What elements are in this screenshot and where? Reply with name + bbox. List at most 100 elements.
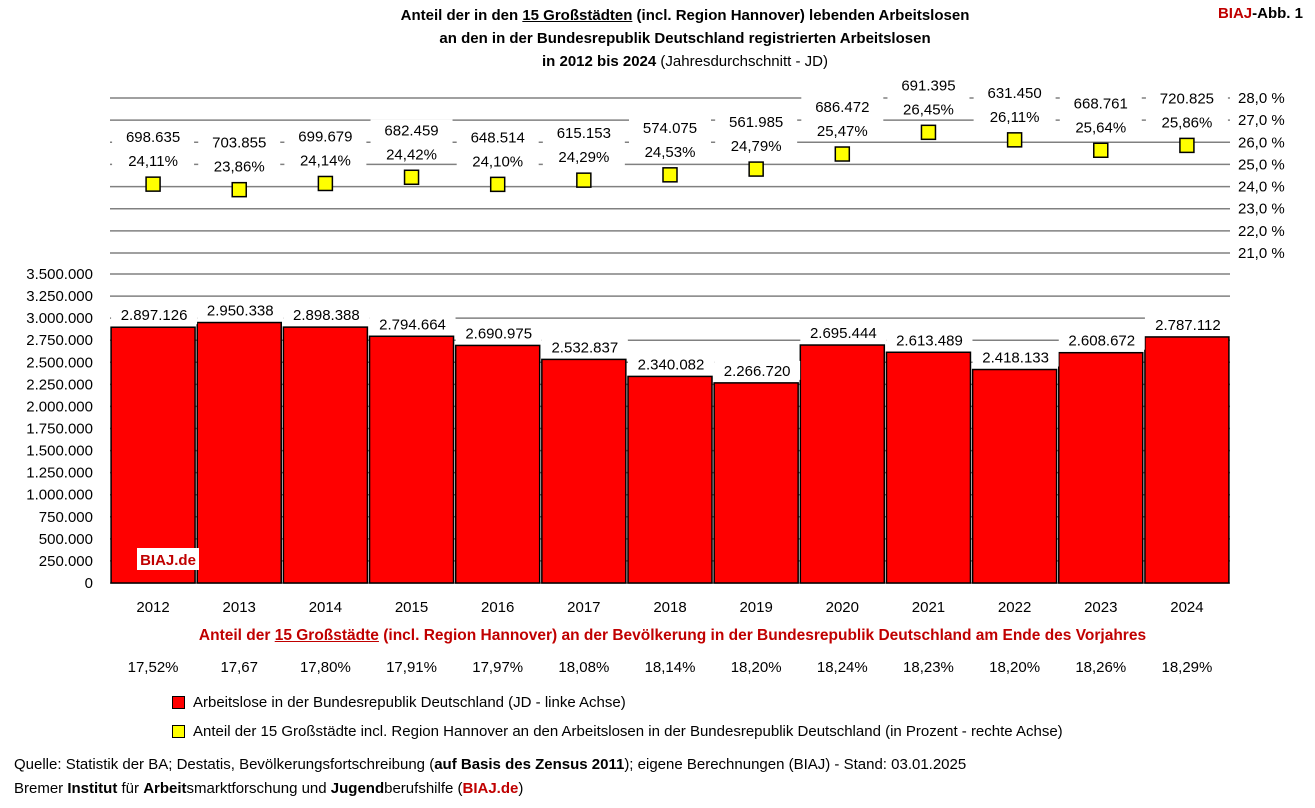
watermark-bg — [137, 548, 199, 570]
share-label-bg — [887, 74, 970, 119]
bar-label-bg — [886, 330, 973, 350]
count-label-2020: 686.472 — [815, 99, 869, 116]
left-tick-label: 3.500.000 — [26, 266, 93, 283]
marker-2015 — [403, 169, 420, 186]
share-label-bg — [629, 116, 711, 161]
x-tick-label: 2012 — [136, 599, 169, 616]
bar-label-bg — [1144, 314, 1231, 334]
left-tick-label: 750.000 — [39, 509, 93, 526]
population-share-row: 17,52% 17,67 17,80% 17,91% 17,97% 18,08% 18,14… — [128, 659, 1213, 676]
title-line-1: Anteil der in den 15 Großstädten (incl. … — [400, 7, 970, 24]
right-tick-label: 28,0 % — [1238, 90, 1285, 107]
bar-label-2017: 2.532.837 — [551, 339, 618, 356]
share-value-labels: 698.635 24,11% 703.855 23,86% 699.679 24,14% 6… — [112, 74, 1228, 176]
share-label-bg — [1145, 87, 1228, 132]
population-share-2019: 18,20% — [731, 659, 782, 676]
marker-2019 — [748, 161, 764, 177]
left-tick-label: 250.000 — [39, 553, 93, 570]
population-share-2012: 17,52% — [128, 659, 179, 676]
x-axis-ticks: 2012 2013 2014 2015 2016 2017 2018 2019 2020 2021… — [136, 599, 1203, 616]
count-label-2021: 691.395 — [901, 77, 955, 94]
right-tick-label: 25,0 % — [1238, 156, 1285, 173]
bar-label-2021: 2.613.489 — [896, 332, 963, 349]
legend-bar-swatch — [172, 695, 185, 709]
bar-2013 — [196, 321, 282, 584]
bar-series — [110, 321, 1230, 584]
share-label-2019: 24,79% — [731, 138, 782, 155]
bar-label-2014: 2.898.388 — [293, 307, 360, 324]
bar-label-bg — [800, 323, 887, 343]
bar-label-bg — [111, 305, 198, 325]
share-label-2018: 24,53% — [645, 144, 696, 161]
left-tick-label: 2.500.000 — [26, 354, 93, 371]
share-label-2021: 26,45% — [903, 101, 954, 118]
population-share-2014: 17,80% — [300, 659, 351, 676]
left-tick-label: 2.250.000 — [26, 376, 93, 393]
population-share-2023: 18,26% — [1075, 659, 1126, 676]
watermark-text: BIAJ.de — [140, 552, 196, 569]
count-label-2015: 682.459 — [384, 122, 438, 139]
share-label-bg — [370, 119, 453, 164]
population-share-2022: 18,20% — [989, 659, 1040, 676]
share-label-2020: 25,47% — [817, 123, 868, 140]
bar-label-2024: 2.787.112 — [1155, 317, 1221, 334]
bar-label-2022: 2.418.133 — [982, 350, 1049, 367]
share-label-bg — [284, 125, 367, 170]
marker-2013 — [231, 181, 247, 198]
x-tick-label: 2022 — [998, 599, 1031, 616]
bar-2014 — [282, 326, 369, 584]
bar-2023 — [1058, 351, 1144, 584]
count-label-2017: 615.153 — [557, 125, 611, 142]
x-tick-label: 2023 — [1084, 599, 1117, 616]
marker-2022 — [1006, 132, 1023, 148]
share-label-2023: 25,64% — [1075, 119, 1126, 136]
count-label-2018: 574.075 — [643, 120, 697, 137]
population-share-2020: 18,24% — [817, 659, 868, 676]
share-label-bg — [112, 126, 195, 171]
count-label-2014: 699.679 — [298, 128, 352, 145]
population-share-2016: 17,97% — [472, 659, 523, 676]
left-axis-ticks: 0 250.000 500.000 750.000 1.000.000 1.250.000… — [26, 266, 93, 592]
count-label-2013: 703.855 — [212, 135, 266, 152]
bar-label-bg — [541, 337, 628, 357]
count-label-2023: 668.761 — [1074, 95, 1128, 112]
right-tick-label: 22,0 % — [1238, 223, 1285, 240]
bar-label-2012: 2.897.126 — [121, 307, 188, 324]
share-label-bg — [456, 126, 539, 171]
x-tick-label: 2021 — [912, 599, 945, 616]
share-label-2013: 23,86% — [214, 159, 265, 176]
x-tick-label: 2014 — [309, 599, 342, 616]
left-tick-label: 1.000.000 — [26, 487, 93, 504]
marker-2020 — [834, 146, 851, 162]
bar-label-bg — [972, 347, 1059, 367]
x-tick-label: 2015 — [395, 599, 428, 616]
combo-chart: 2.897.126 2.950.338 2.898.388 2.794.664 2.69… — [26, 74, 1285, 616]
x-tick-label: 2020 — [826, 599, 859, 616]
share-label-2015: 24,42% — [386, 146, 437, 163]
left-tick-label: 1.750.000 — [26, 421, 93, 438]
bar-2016 — [454, 344, 541, 584]
share-series — [145, 124, 1195, 198]
population-share-2024: 18,29% — [1161, 659, 1212, 676]
marker-2016 — [489, 176, 506, 193]
right-tick-label: 26,0 % — [1238, 134, 1285, 151]
figure-badge: BIAJ-Abb. 1 — [1217, 5, 1303, 22]
population-share-2015: 17,91% — [386, 659, 437, 676]
bar-label-bg — [455, 323, 542, 343]
share-label-2017: 24,29% — [558, 149, 609, 166]
share-label-bg — [715, 111, 798, 156]
left-tick-label: 2.000.000 — [26, 398, 93, 415]
x-tick-label: 2018 — [653, 599, 686, 616]
bar-label-2020: 2.695.444 — [810, 325, 877, 342]
right-axis-ticks: 21,0 % 22,0 % 23,0 % 24,0 % 25,0 % 26,0 % 27,0… — [1238, 90, 1285, 262]
source-note: Quelle: Statistik der BA; Destatis, Bevö… — [14, 756, 967, 773]
bar-label-2016: 2.690.975 — [465, 325, 532, 342]
x-tick-label: 2013 — [223, 599, 256, 616]
count-label-2024: 720.825 — [1160, 90, 1214, 107]
x-tick-label: 2016 — [481, 599, 514, 616]
left-tick-label: 2.750.000 — [26, 332, 93, 349]
marker-2017 — [576, 172, 592, 188]
marker-2024 — [1179, 137, 1195, 154]
title-line-3: in 2012 bis 2024 (Jahresdurchschnitt - J… — [542, 53, 828, 70]
title-line-2: an den in der Bundesrepublik Deutschland… — [439, 30, 931, 47]
